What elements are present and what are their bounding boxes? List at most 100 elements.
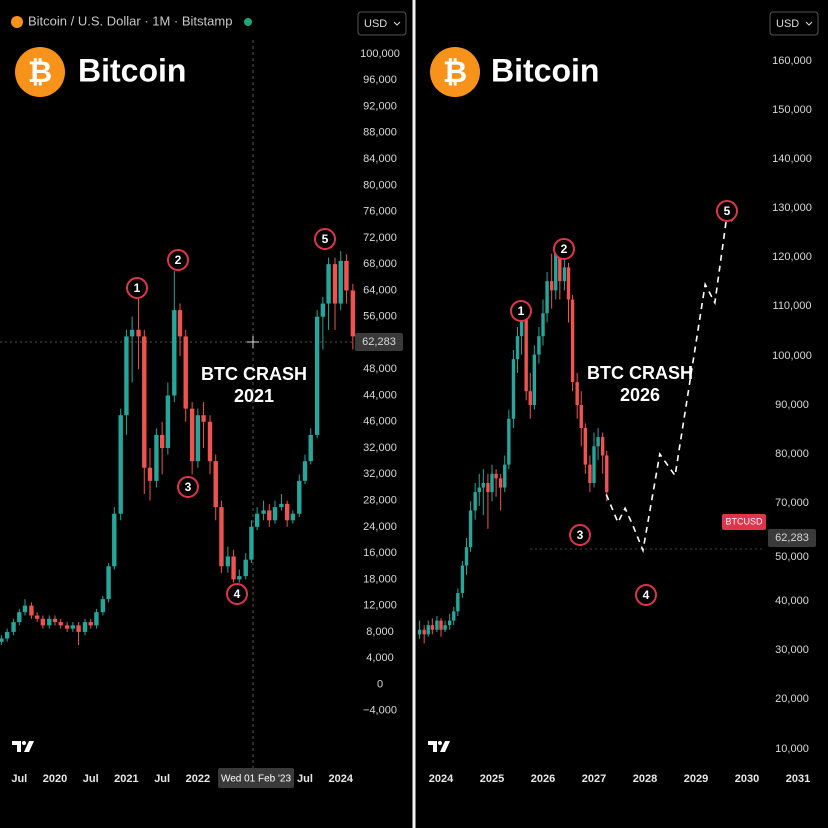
y-tick-label: 40,000 [775,595,809,607]
price-box [355,333,403,351]
y-tick-label: 48,000 [363,363,397,375]
wave-label: 3 [185,480,192,494]
ticker-box [722,514,766,530]
candle-body [605,455,609,493]
candle-body [177,310,183,337]
y-tick-label: 64,000 [363,284,397,296]
y-tick-label: 150,000 [772,104,812,116]
candle-body [47,618,52,626]
candle-body [452,611,456,621]
bitcoin-logo [15,47,65,97]
candle-body [70,625,76,629]
y-tick-label: 24,000 [363,521,397,533]
y-tick-label: 28,000 [363,494,397,506]
candle-body [579,405,583,428]
candle-body [570,299,575,383]
candle-body [201,415,206,422]
x-tick-label: 2027 [582,773,606,785]
candle-body [165,395,171,449]
wave-marker [226,583,248,605]
candle-body [314,316,320,435]
wave-marker [553,238,575,260]
candle-body [154,434,159,481]
brand-title: Bitcoin [78,52,186,88]
price-box [768,529,816,547]
wave-label: 3 [577,528,584,542]
bitcoin-logo [430,47,480,97]
x-tick-label: 2028 [633,773,657,785]
candle-body [207,421,213,462]
candle-body [498,478,503,488]
candle-body [106,566,111,600]
x-tick-label: 2025 [480,773,504,785]
status-dot [244,18,252,26]
candle-body [566,267,571,300]
candle-body [515,336,520,360]
currency-box[interactable] [769,11,819,36]
candle-body [17,612,22,623]
y-tick-label: 160,000 [772,55,812,67]
candle-body [417,629,422,635]
wave-marker [177,476,199,498]
wave-marker [126,277,148,299]
candle-body [94,612,99,626]
wave-label: 2 [561,242,568,256]
y-tick-label: 4,000 [366,652,394,664]
brand-title: Bitcoin [491,52,599,88]
chevron [805,21,813,26]
candle-body [64,625,70,629]
candle-body [464,547,469,566]
candle-body [118,415,123,514]
y-tick-label: 12,000 [363,600,397,612]
x-tick-label: 2024 [328,773,353,785]
y-tick-label: 80,000 [775,448,809,460]
candle-body [195,415,201,462]
bitcoin-symbol: ₿ [443,56,467,89]
y-tick-label: 20,000 [775,693,809,705]
candle-body [494,473,498,479]
price-label: 62,283 [362,336,396,348]
currency-select[interactable]: USD [357,11,407,36]
candle-body [100,599,106,613]
candle-body [426,625,430,635]
candle-body [213,461,218,508]
currency-select[interactable]: USD [769,11,819,36]
candle-body [435,620,439,630]
candle-body [219,507,224,567]
x-tick-label: 2029 [684,773,708,785]
wave-label: 5 [724,204,731,218]
y-tick-label: 130,000 [772,202,812,214]
wave-label: 1 [518,304,525,318]
candle-body [142,336,147,468]
candle-body [40,618,46,626]
y-tick-label: 100,000 [772,350,812,362]
candle-body [308,434,313,462]
crosshair-date: Wed 01 Feb '23 [221,774,292,785]
candle-body [583,427,588,465]
y-tick-label: 100,000 [360,48,400,60]
candle-body [558,253,562,282]
y-tick-label: 76,000 [363,206,397,218]
candle-body [272,507,278,521]
x-tick-label: 2031 [786,773,810,785]
wave-marker [635,584,657,606]
candle-body [481,482,486,488]
annotation: 2026 [620,385,660,405]
tv-logo-dot [438,741,442,745]
candle-body [473,492,477,511]
currency-text[interactable]: USD [776,18,799,30]
bitcoin-symbol: ₿ [28,56,52,89]
y-tick-label: 70,000 [775,497,809,509]
header-icon [11,16,23,28]
currency-text[interactable]: USD [364,18,387,30]
candle-body [528,391,532,405]
candle-body [326,264,331,304]
candle-body [439,620,443,630]
candle-body [279,503,284,508]
candle-body [490,473,494,493]
candle-body [537,336,541,355]
currency-box[interactable] [357,11,407,36]
candle-body [430,625,435,630]
wave-marker [716,200,738,222]
